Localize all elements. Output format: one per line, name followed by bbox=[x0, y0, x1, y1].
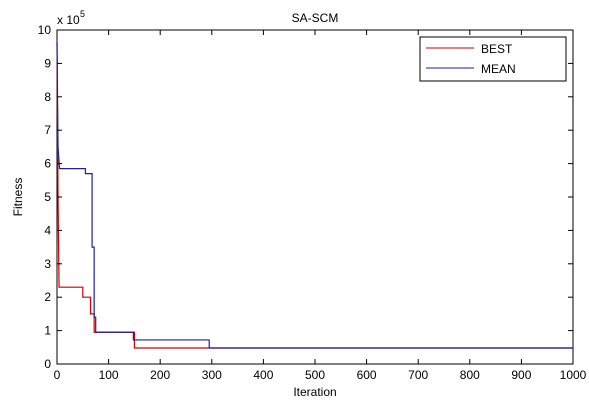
x-tick-label: 300 bbox=[202, 368, 222, 382]
x-tick-label: 0 bbox=[54, 368, 61, 382]
series-line-mean bbox=[56, 41, 573, 349]
series-layer bbox=[56, 40, 573, 349]
chart-title: SA-SCM bbox=[292, 11, 339, 25]
y-tick-label: 2 bbox=[44, 290, 51, 304]
x-tick-label: 800 bbox=[460, 368, 480, 382]
x-axis-label: Iteration bbox=[293, 385, 336, 399]
legend: BEST MEAN bbox=[419, 36, 567, 82]
plot-area bbox=[56, 29, 574, 365]
y-tick-label: 7 bbox=[44, 123, 51, 137]
x-tick-label: 500 bbox=[305, 368, 325, 382]
y-tick-label: 8 bbox=[44, 90, 51, 104]
x-tick-label: 200 bbox=[150, 368, 170, 382]
y-multiplier-label: x 10 bbox=[57, 13, 80, 27]
y-tick-label: 9 bbox=[44, 56, 51, 70]
tick-layer: 0 100 200 300 400 500 600 700 800 900 1000 0 1 2 3 4 5 6 7… bbox=[38, 23, 587, 382]
y-tick-label: 0 bbox=[44, 357, 51, 371]
x-tick-label: 700 bbox=[408, 368, 428, 382]
y-tick-label: 5 bbox=[44, 190, 51, 204]
series-line-best bbox=[56, 40, 573, 349]
y-tick-label: 1 bbox=[44, 324, 51, 338]
legend-label-best: BEST bbox=[481, 42, 513, 56]
y-tick-label: 3 bbox=[44, 257, 51, 271]
legend-box bbox=[419, 36, 567, 82]
y-tick-label: 4 bbox=[44, 223, 51, 237]
x-tick-label: 900 bbox=[511, 368, 531, 382]
y-multiplier-exponent: 5 bbox=[80, 9, 85, 19]
y-multiplier: x 10 5 bbox=[57, 9, 85, 27]
y-axis-label: Fitness bbox=[11, 178, 25, 217]
x-tick-label: 100 bbox=[99, 368, 119, 382]
x-tick-label: 400 bbox=[253, 368, 273, 382]
legend-label-mean: MEAN bbox=[481, 62, 516, 76]
x-tick-label: 600 bbox=[357, 368, 377, 382]
y-tick-label: 10 bbox=[38, 23, 52, 37]
x-tick-label: 1000 bbox=[560, 368, 587, 382]
y-tick-label: 6 bbox=[44, 157, 51, 171]
